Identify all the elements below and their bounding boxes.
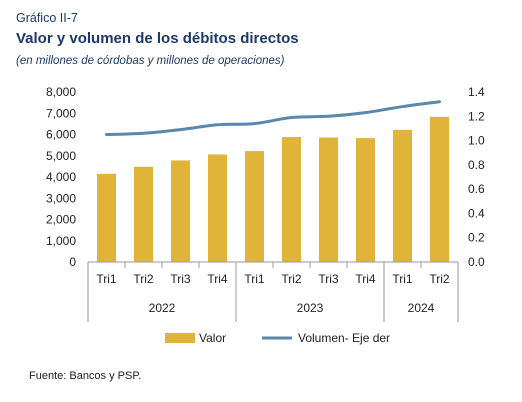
year-label: 2024 (408, 301, 435, 315)
legend-label-volumen: Volumen- Eje der (298, 331, 390, 345)
legend-swatch-valor (165, 333, 195, 343)
x-tick-label: Tri1 (392, 272, 413, 286)
y2-tick-label: 0.0 (468, 255, 485, 269)
year-label: 2022 (149, 301, 176, 315)
right-axis: 1.4 1.2 1.0 0.8 0.6 0.4 0.2 0.0 (468, 85, 485, 269)
y2-tick-label: 0.2 (468, 231, 485, 245)
y2-tick-label: 0.8 (468, 158, 485, 172)
x-tick-label: Tri3 (170, 272, 191, 286)
y-tick-label: 1,000 (46, 234, 76, 248)
y2-tick-label: 1.0 (468, 134, 485, 148)
left-axis: 8,000 7,000 6,000 5,000 4,000 3,000 2,000 1,000… (46, 85, 76, 269)
y-tick-label: 6,000 (46, 128, 76, 142)
bar (134, 166, 153, 262)
bar-series (97, 116, 449, 262)
x-tick-label: Tri2 (429, 272, 450, 286)
chart-subtitle: (en millones de córdobas y millones de o… (16, 55, 285, 67)
x-tick-label: Tri2 (133, 272, 154, 286)
y2-tick-label: 1.2 (468, 109, 485, 123)
bar (430, 116, 449, 262)
y2-tick-label: 1.4 (468, 85, 485, 99)
bar (171, 160, 190, 262)
chart-title: Valor y volumen de los débitos directos (16, 30, 299, 47)
x-tick-label: Tri1 (244, 272, 265, 286)
legend-label-valor: Valor (199, 331, 226, 345)
x-axis: Tri1 Tri2 Tri3 Tri4 Tri1 Tri2 Tri3 Tri4 Tri1 Tri2… (87, 261, 459, 322)
x-tick-label: Tri2 (281, 272, 302, 286)
volume-line (105, 100, 441, 136)
y-tick-label: 4,000 (46, 170, 76, 184)
source-note: Fuente: Bancos y PSP. (29, 370, 142, 382)
y-tick-label: 7,000 (46, 106, 76, 120)
y-tick-label: 3,000 (46, 191, 76, 205)
bar (319, 137, 338, 262)
x-tick-label: Tri4 (355, 272, 376, 286)
x-tick-label: Tri1 (96, 272, 117, 286)
legend: Valor Volumen- Eje der (165, 331, 390, 345)
bar (208, 154, 227, 262)
bar (245, 151, 264, 262)
y-tick-label: 5,000 (46, 149, 76, 163)
y2-tick-label: 0.4 (468, 206, 485, 220)
x-tick-label: Tri4 (207, 272, 228, 286)
bar (356, 138, 375, 262)
y-tick-label: 2,000 (46, 213, 76, 227)
line-series (105, 100, 441, 136)
figure-label: Gráfico II-7 (16, 11, 78, 25)
bar (393, 129, 412, 262)
y2-tick-label: 0.6 (468, 182, 485, 196)
bar (97, 173, 116, 262)
y-tick-label: 0 (69, 255, 76, 269)
x-tick-label: Tri3 (318, 272, 339, 286)
y-tick-label: 8,000 (46, 85, 76, 99)
year-label: 2023 (297, 301, 324, 315)
bar (282, 137, 301, 262)
